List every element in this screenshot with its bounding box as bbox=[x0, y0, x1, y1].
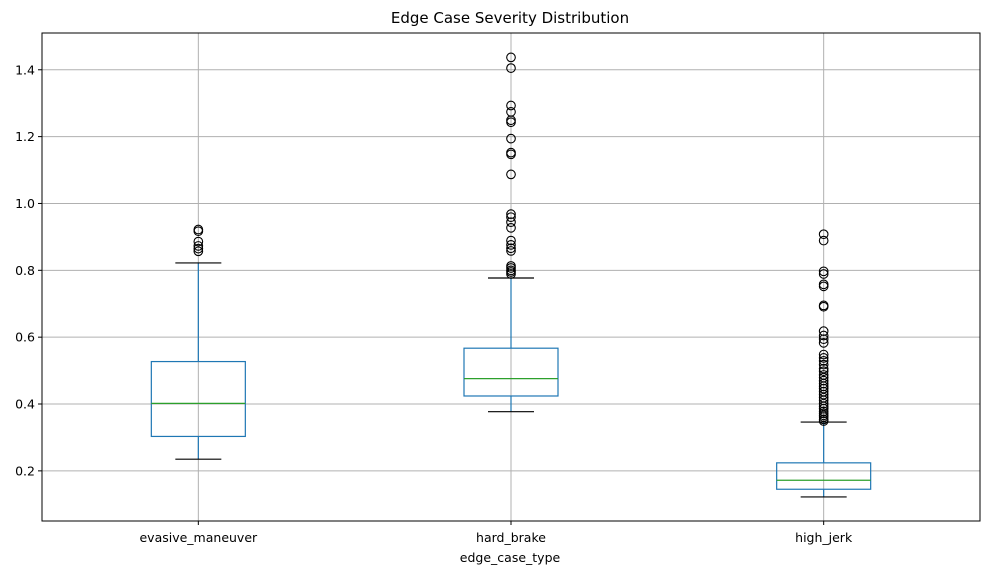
iqr-box bbox=[463, 347, 559, 397]
outlier-point bbox=[818, 229, 829, 240]
iqr-box bbox=[776, 462, 872, 490]
x-axis-label: edge_case_type bbox=[460, 550, 561, 565]
outlier-point bbox=[506, 246, 516, 256]
y-tick-label: 0.6 bbox=[15, 330, 35, 345]
outlier-point bbox=[506, 100, 516, 111]
outlier-point bbox=[506, 243, 516, 254]
outlier-point bbox=[818, 359, 829, 370]
outlier-point bbox=[818, 334, 829, 345]
outlier-point bbox=[506, 147, 516, 158]
outlier-point bbox=[818, 383, 829, 394]
outlier-point bbox=[818, 406, 829, 417]
outlier-point bbox=[818, 366, 829, 377]
outlier-point bbox=[506, 133, 516, 144]
outlier-point bbox=[818, 356, 829, 366]
y-tick-label: 0.4 bbox=[15, 397, 35, 412]
outlier-point bbox=[506, 223, 516, 233]
outlier-point bbox=[193, 243, 204, 254]
outlier-point bbox=[506, 212, 516, 223]
outlier-point bbox=[506, 265, 516, 276]
outlier-point bbox=[818, 386, 829, 397]
x-tick-label: evasive_maneuver bbox=[139, 530, 258, 545]
outlier-point bbox=[506, 209, 516, 220]
y-tick-label: 0.8 bbox=[15, 263, 35, 278]
x-tick-label: high_jerk bbox=[795, 530, 853, 545]
outlier-point bbox=[818, 414, 829, 425]
outlier-point bbox=[193, 246, 204, 257]
outlier-point bbox=[818, 300, 829, 311]
outlier-point bbox=[506, 235, 516, 246]
outlier-point bbox=[506, 169, 516, 180]
iqr-box bbox=[150, 360, 246, 438]
outlier-point bbox=[818, 353, 829, 363]
outlier-point bbox=[818, 370, 829, 380]
outlier-point bbox=[193, 236, 204, 247]
outlier-point bbox=[818, 235, 829, 246]
chart-title: Edge Case Severity Distribution bbox=[391, 9, 629, 27]
outlier-point bbox=[818, 269, 829, 279]
plot-area: 0.2 0.4 0.6 0.8 1.0 1.2 1.4 evasive_maneuver har… bbox=[15, 32, 981, 545]
y-tick-label: 0.2 bbox=[15, 463, 35, 478]
outlier-point bbox=[818, 279, 829, 290]
y-tick-label: 1.0 bbox=[15, 196, 35, 211]
outlier-point bbox=[506, 217, 516, 228]
y-tick-label: 1.2 bbox=[15, 129, 35, 144]
outlier-point bbox=[193, 241, 204, 251]
outlier-point bbox=[818, 266, 829, 277]
outlier-point bbox=[818, 326, 829, 336]
axes-frame bbox=[41, 32, 981, 522]
outlier-point bbox=[818, 349, 829, 360]
outlier-point bbox=[818, 337, 829, 348]
outlier-point bbox=[193, 224, 204, 235]
outlier-point bbox=[818, 330, 829, 341]
outlier-point bbox=[818, 375, 829, 386]
outlier-point bbox=[506, 240, 516, 250]
outlier-point bbox=[506, 63, 516, 73]
outlier-point bbox=[818, 363, 829, 374]
y-tick-label: 1.4 bbox=[15, 62, 35, 77]
outlier-point bbox=[506, 261, 516, 271]
outlier-point bbox=[506, 52, 516, 63]
x-tick-label: hard_brake bbox=[476, 530, 546, 545]
outlier-point bbox=[506, 107, 516, 117]
